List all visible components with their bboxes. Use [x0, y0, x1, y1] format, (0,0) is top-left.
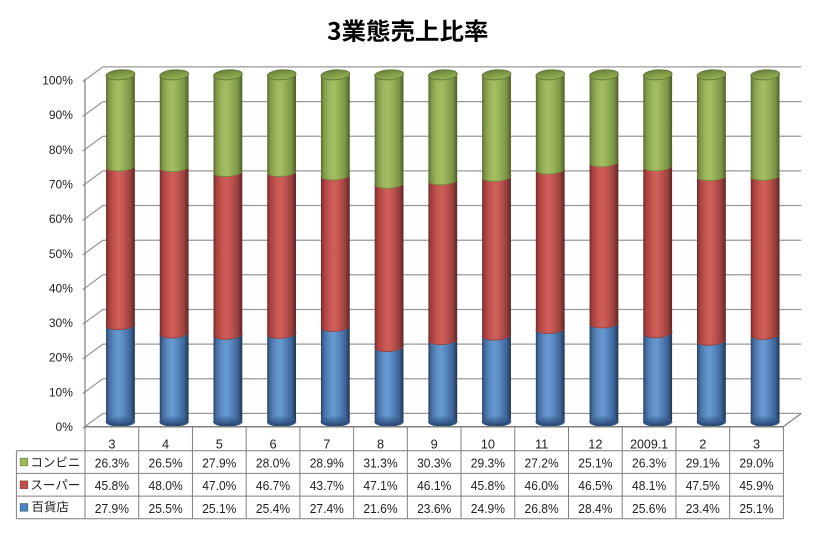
svg-text:50%: 50%: [49, 247, 73, 261]
svg-text:48.0%: 48.0%: [149, 478, 183, 493]
svg-text:7: 7: [323, 436, 330, 451]
svg-text:26.8%: 26.8%: [525, 501, 559, 516]
svg-text:80%: 80%: [49, 143, 73, 157]
svg-text:28.0%: 28.0%: [256, 456, 290, 471]
svg-text:25.1%: 25.1%: [739, 501, 773, 516]
svg-text:2009.1: 2009.1: [630, 436, 668, 451]
svg-text:23.6%: 23.6%: [417, 501, 451, 516]
svg-text:43.7%: 43.7%: [310, 478, 344, 493]
svg-text:45.8%: 45.8%: [95, 478, 129, 493]
svg-text:25.5%: 25.5%: [149, 501, 183, 516]
svg-text:30.3%: 30.3%: [417, 456, 451, 471]
svg-text:26.3%: 26.3%: [632, 456, 666, 471]
svg-text:5: 5: [216, 436, 223, 451]
svg-text:31.3%: 31.3%: [363, 456, 397, 471]
svg-text:23.4%: 23.4%: [686, 501, 720, 516]
svg-text:29.1%: 29.1%: [686, 456, 720, 471]
svg-text:27.4%: 27.4%: [310, 501, 344, 516]
svg-text:47.0%: 47.0%: [202, 478, 236, 493]
svg-text:25.4%: 25.4%: [256, 501, 290, 516]
svg-text:30%: 30%: [49, 316, 73, 330]
svg-text:46.0%: 46.0%: [525, 478, 559, 493]
svg-text:46.5%: 46.5%: [578, 478, 612, 493]
svg-text:46.7%: 46.7%: [256, 478, 290, 493]
svg-text:9: 9: [431, 436, 438, 451]
svg-text:28.4%: 28.4%: [578, 501, 612, 516]
svg-text:40%: 40%: [49, 281, 73, 295]
svg-text:2: 2: [699, 436, 706, 451]
svg-text:4: 4: [162, 436, 169, 451]
svg-text:48.1%: 48.1%: [632, 478, 666, 493]
svg-text:46.1%: 46.1%: [417, 478, 451, 493]
svg-text:26.3%: 26.3%: [95, 456, 129, 471]
svg-text:45.8%: 45.8%: [471, 478, 505, 493]
svg-text:90%: 90%: [49, 108, 73, 122]
svg-text:6: 6: [269, 436, 276, 451]
svg-text:21.6%: 21.6%: [363, 501, 397, 516]
svg-text:3: 3: [108, 436, 115, 451]
svg-text:0%: 0%: [56, 420, 74, 434]
svg-text:29.0%: 29.0%: [739, 456, 773, 471]
svg-text:24.9%: 24.9%: [471, 501, 505, 516]
svg-text:29.3%: 29.3%: [471, 456, 505, 471]
svg-text:11: 11: [535, 436, 548, 451]
svg-text:8: 8: [377, 436, 384, 451]
svg-text:26.5%: 26.5%: [149, 456, 183, 471]
svg-text:10%: 10%: [49, 385, 73, 399]
svg-text:25.1%: 25.1%: [202, 501, 236, 516]
svg-text:3: 3: [753, 436, 760, 451]
svg-text:27.2%: 27.2%: [525, 456, 559, 471]
svg-text:10: 10: [481, 436, 495, 451]
svg-text:28.9%: 28.9%: [310, 456, 344, 471]
svg-text:60%: 60%: [49, 212, 73, 226]
svg-text:20%: 20%: [49, 351, 73, 365]
svg-text:25.1%: 25.1%: [578, 456, 612, 471]
svg-text:45.9%: 45.9%: [739, 478, 773, 493]
svg-text:25.6%: 25.6%: [632, 501, 666, 516]
svg-text:27.9%: 27.9%: [95, 501, 129, 516]
svg-text:27.9%: 27.9%: [202, 456, 236, 471]
svg-text:70%: 70%: [49, 178, 73, 192]
svg-text:100%: 100%: [42, 74, 73, 88]
svg-text:12: 12: [588, 436, 602, 451]
svg-text:47.1%: 47.1%: [363, 478, 397, 493]
svg-text:47.5%: 47.5%: [686, 478, 720, 493]
